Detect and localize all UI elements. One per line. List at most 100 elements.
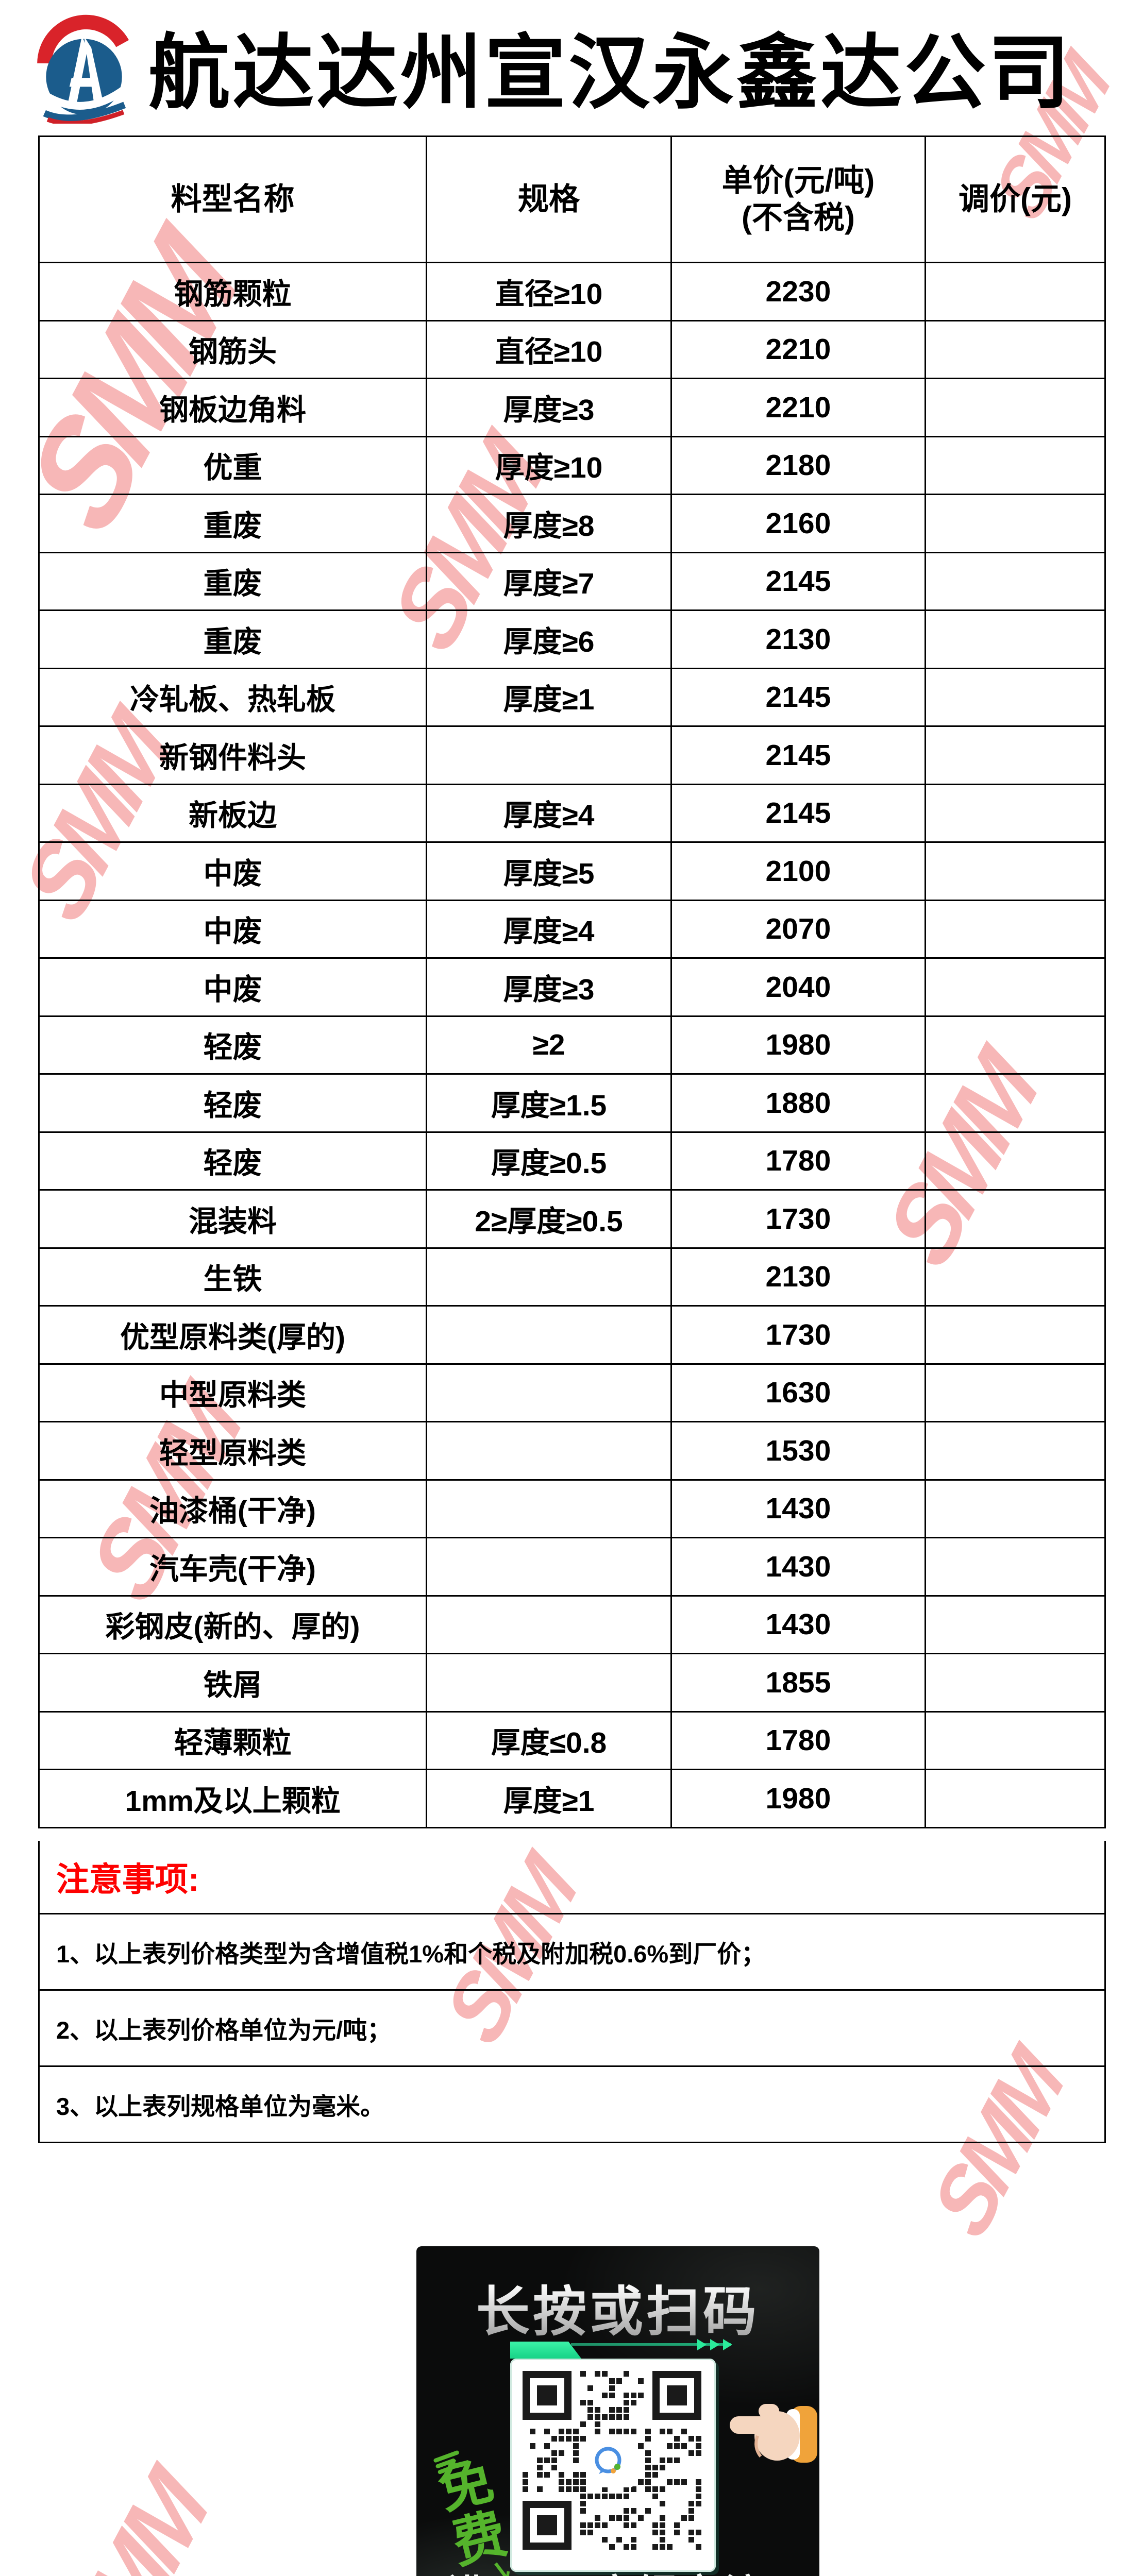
price-cell: 1780 bbox=[670, 1710, 926, 1770]
price-table-row: 中废 厚度≥4 2070 bbox=[38, 899, 1106, 959]
price-table-row: 生铁 2130 bbox=[38, 1247, 1106, 1307]
material-cell: 汽车壳(干净) bbox=[38, 1537, 428, 1597]
price-cell: 1430 bbox=[670, 1595, 926, 1654]
price-cell: 2100 bbox=[670, 841, 926, 901]
note-item: 2、以上表列价格单位为元/吨； bbox=[40, 1989, 1104, 2065]
price-cell: 1980 bbox=[670, 1015, 926, 1075]
adjust-cell bbox=[924, 319, 1106, 379]
material-cell: 冷轧板、热轧板 bbox=[38, 667, 428, 727]
material-cell: 轻薄颗粒 bbox=[38, 1710, 428, 1770]
spec-cell: 厚度≥1 bbox=[426, 1769, 672, 1828]
adjust-cell bbox=[924, 667, 1106, 727]
spec-cell: 厚度≥10 bbox=[426, 435, 672, 495]
price-cell: 1880 bbox=[670, 1073, 926, 1133]
adjust-cell bbox=[924, 725, 1106, 785]
adjust-cell bbox=[924, 435, 1106, 495]
material-cell: 中型原料类 bbox=[38, 1363, 428, 1422]
adjust-cell bbox=[924, 551, 1106, 611]
spec-cell: 厚度≥4 bbox=[426, 783, 672, 843]
adjust-cell bbox=[924, 494, 1106, 553]
material-cell: 钢筋头 bbox=[38, 319, 428, 379]
price-cell: 1780 bbox=[670, 1131, 926, 1191]
price-cell: 1855 bbox=[670, 1653, 926, 1713]
material-cell: 中废 bbox=[38, 841, 428, 901]
price-cell: 2145 bbox=[670, 725, 926, 785]
spec-cell: 厚度≥6 bbox=[426, 609, 672, 669]
green-tab-decoration bbox=[510, 2342, 581, 2359]
note-item: 1、以上表列价格类型为含增值税1%和个税及附加税0.6%到厂价； bbox=[40, 1913, 1104, 1989]
spec-cell: 直径≥10 bbox=[426, 262, 672, 321]
company-logo-icon bbox=[37, 14, 129, 124]
price-table-row: 铁屑 1855 bbox=[38, 1653, 1106, 1713]
material-cell: 重废 bbox=[38, 551, 428, 611]
price-cell: 2070 bbox=[670, 899, 926, 959]
price-table-row: 1mm及以上颗粒 厚度≥1 1980 bbox=[38, 1769, 1106, 1828]
adjust-cell bbox=[924, 899, 1106, 959]
price-table: 料型名称 规格 单价(元/吨) (不含税) 调价(元) 钢筋颗粒 直径≥10 223… bbox=[38, 135, 1106, 1828]
price-cell: 1730 bbox=[670, 1305, 926, 1365]
price-cell: 1630 bbox=[670, 1363, 926, 1422]
adjust-cell bbox=[924, 1769, 1106, 1828]
spec-cell bbox=[426, 1595, 672, 1654]
spec-cell bbox=[426, 1305, 672, 1365]
material-cell: 新板边 bbox=[38, 783, 428, 843]
adjust-cell bbox=[924, 1710, 1106, 1770]
green-line-decoration bbox=[571, 2343, 731, 2346]
col-header-spec: 规格 bbox=[426, 135, 672, 263]
material-cell: 铁屑 bbox=[38, 1653, 428, 1713]
arrow-right-icon bbox=[723, 2339, 732, 2350]
material-cell: 轻废 bbox=[38, 1073, 428, 1133]
price-table-row: 钢筋头 直径≥10 2210 bbox=[38, 319, 1106, 379]
adjust-cell bbox=[924, 1073, 1106, 1133]
adjust-cell bbox=[924, 1131, 1106, 1191]
price-table-header-row: 料型名称 规格 单价(元/吨) (不含税) 调价(元) bbox=[38, 135, 1106, 263]
material-cell: 中废 bbox=[38, 899, 428, 959]
col-header-price-line2: (不含税) bbox=[741, 200, 855, 235]
material-cell: 生铁 bbox=[38, 1247, 428, 1307]
qr-code[interactable] bbox=[510, 2359, 716, 2572]
spec-cell bbox=[426, 1247, 672, 1307]
spec-cell: 厚度≥1 bbox=[426, 667, 672, 727]
price-table-row: 钢板边角料 厚度≥3 2210 bbox=[38, 378, 1106, 437]
adjust-cell bbox=[924, 1015, 1106, 1075]
adjust-cell bbox=[924, 1189, 1106, 1249]
adjust-cell bbox=[924, 1537, 1106, 1597]
material-cell: 重废 bbox=[38, 494, 428, 553]
material-cell: 油漆桶(干净) bbox=[38, 1479, 428, 1538]
price-table-row: 混装料 2≥厚度≥0.5 1730 bbox=[38, 1189, 1106, 1249]
adjust-cell bbox=[924, 1479, 1106, 1538]
smm-watermark: SMM bbox=[36, 2455, 227, 2576]
notes-section: 注意事项: 1、以上表列价格类型为含增值税1%和个税及附加税0.6%到厂价； 2… bbox=[38, 1841, 1106, 2143]
material-cell: 优重 bbox=[38, 435, 428, 495]
price-table-row: 优型原料类(厚的) 1730 bbox=[38, 1305, 1106, 1365]
material-cell: 钢板边角料 bbox=[38, 378, 428, 437]
material-cell: 钢筋颗粒 bbox=[38, 262, 428, 321]
price-table-row: 重废 厚度≥8 2160 bbox=[38, 494, 1106, 553]
spec-cell: 厚度≥7 bbox=[426, 551, 672, 611]
adjust-cell bbox=[924, 1595, 1106, 1654]
adjust-cell bbox=[924, 783, 1106, 843]
price-table-row: 钢筋颗粒 直径≥10 2230 bbox=[38, 262, 1106, 321]
price-cell: 2160 bbox=[670, 494, 926, 553]
price-table-row: 彩钢皮(新的、厚的) 1430 bbox=[38, 1595, 1106, 1654]
material-cell: 优型原料类(厚的) bbox=[38, 1305, 428, 1365]
price-cell: 2210 bbox=[670, 319, 926, 379]
note-item: 3、以上表列规格单位为毫米。 bbox=[40, 2065, 1104, 2142]
material-cell: 轻型原料类 bbox=[38, 1421, 428, 1481]
col-header-material: 料型名称 bbox=[38, 135, 428, 263]
price-cell: 2230 bbox=[670, 262, 926, 321]
adjust-cell bbox=[924, 841, 1106, 901]
price-table-row: 重废 厚度≥6 2130 bbox=[38, 609, 1106, 669]
arrow-right-icon bbox=[697, 2339, 707, 2350]
spec-cell bbox=[426, 1653, 672, 1713]
spec-cell bbox=[426, 1363, 672, 1422]
price-table-row: 轻型原料类 1530 bbox=[38, 1421, 1106, 1481]
spec-cell: 厚度≤0.8 bbox=[426, 1710, 672, 1770]
price-cell: 2130 bbox=[670, 1247, 926, 1307]
col-header-price-line1: 单价(元/吨) bbox=[721, 163, 875, 198]
price-table-row: 中废 厚度≥3 2040 bbox=[38, 957, 1106, 1017]
col-header-adjust: 调价(元) bbox=[924, 135, 1106, 263]
qr-banner: 长按或扫码 免费 ↘ 进SMM废钢交流群 bbox=[416, 2246, 819, 2576]
adjust-cell bbox=[924, 1653, 1106, 1713]
price-table-row: 冷轧板、热轧板 厚度≥1 2145 bbox=[38, 667, 1106, 727]
